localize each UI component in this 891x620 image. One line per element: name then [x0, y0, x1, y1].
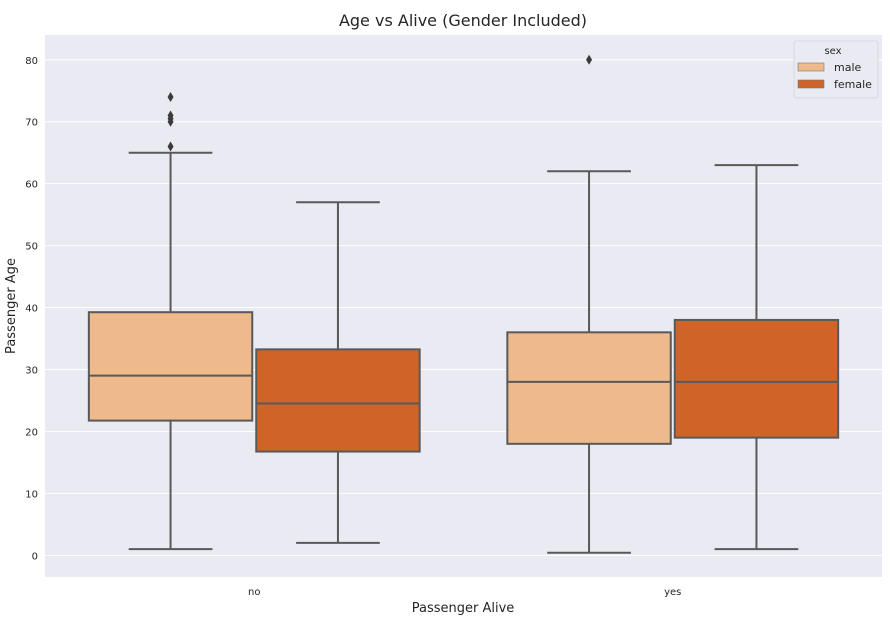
legend-swatch-male [797, 62, 825, 72]
y-tick-label: 80 [25, 56, 38, 67]
y-tick-label: 0 [32, 551, 38, 562]
box [255, 348, 421, 453]
legend-label-female: female [834, 78, 872, 91]
x-axis-label: Passenger Alive [412, 601, 515, 616]
box [506, 331, 672, 445]
y-axis-label: Passenger Age [4, 258, 19, 354]
outlier-point [167, 141, 174, 152]
y-tick-label: 30 [25, 365, 38, 376]
outlier-point [586, 54, 593, 65]
x-tick-label: yes [664, 587, 681, 598]
y-tick-label: 50 [25, 242, 38, 253]
legend-swatch-female [797, 79, 825, 89]
box-male-no [87, 91, 254, 551]
box-female-no [255, 201, 421, 544]
legend: sex male female [793, 40, 879, 99]
chart-title: Age vs Alive (Gender Included) [339, 11, 587, 30]
y-tick-label: 20 [25, 427, 38, 438]
box [87, 311, 254, 422]
outlier-point [167, 110, 174, 121]
x-tick-label: no [248, 587, 260, 598]
y-tick-label: 70 [25, 118, 38, 129]
plot-area [45, 35, 882, 577]
y-tick-label: 10 [25, 489, 38, 500]
y-tick-label: 60 [25, 180, 38, 191]
box [673, 318, 840, 439]
legend-label-male: male [834, 61, 862, 74]
outlier-point [167, 91, 174, 102]
legend-title: sex [824, 46, 841, 57]
box-male-yes [506, 54, 672, 554]
y-tick-label: 40 [25, 304, 38, 315]
box-female-yes [673, 164, 840, 551]
